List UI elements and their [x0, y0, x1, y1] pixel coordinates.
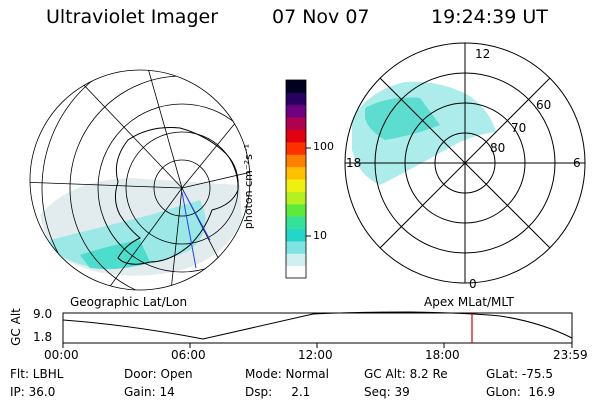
colorbar-tick-100: 100: [313, 140, 334, 153]
colorbar-segment: [286, 253, 306, 267]
altitude-curve: [62, 311, 573, 340]
colorbar-segment: [286, 228, 306, 242]
colorbar-segment: [286, 216, 306, 229]
altitude-ytick-low: 1.8: [33, 330, 53, 344]
altitude-xtick-0600: 06:00: [171, 348, 206, 362]
apex-caption: Apex MLat/MLT: [424, 295, 514, 309]
colorbar-unit-label: photon cm⁻²s⁻¹: [242, 143, 256, 230]
mlt-label-0: 0: [469, 277, 477, 291]
status-mode: Mode: Normal: [245, 367, 329, 381]
mlt-label-18: 18: [346, 156, 362, 170]
altitude-ylabel: GC Alt: [8, 308, 23, 346]
colorbar-segment: [286, 191, 306, 205]
mlt-label-12: 12: [475, 47, 491, 61]
status-gc-alt: GC Alt: 8.2 Re: [364, 367, 448, 381]
colorbar-segment: [286, 129, 306, 143]
colorbar-segment: [286, 203, 306, 217]
geographic-map: [30, 70, 250, 290]
colorbar-segment: [286, 240, 306, 254]
status-dsp: Dsp: 2.1: [245, 385, 311, 399]
status-glat: GLat: -75.5: [486, 367, 553, 381]
colorbar-segment: [286, 80, 306, 93]
colorbar-segment: [286, 141, 306, 155]
geographic-caption: Geographic Lat/Lon: [70, 295, 188, 309]
colorbar-segment: [286, 92, 306, 106]
lat-label-60: 60: [536, 98, 552, 112]
status-ip: IP: 36.0: [10, 385, 56, 399]
colorbar-segment: [286, 104, 306, 118]
status-door: Door: Open: [124, 367, 193, 381]
altitude-xtick-1200: 12:00: [298, 348, 333, 362]
status-seq: Seq: 39: [364, 385, 410, 399]
lat-label-70: 70: [511, 121, 527, 135]
status-filter: Flt: LBHL: [10, 367, 64, 381]
altitude-xtick-1800: 18:00: [425, 348, 460, 362]
date-label: 07 Nov 07: [272, 6, 370, 28]
emission-band: [50, 200, 206, 269]
status-glon: GLon: 16.9: [486, 385, 556, 399]
colorbar: [286, 80, 306, 279]
colorbar-segment: [286, 154, 306, 168]
altitude-ytick-high: 9.0: [33, 307, 53, 321]
time-label: 19:24:39 UT: [431, 6, 548, 28]
altitude-xtick-2359: 23:59: [553, 348, 588, 362]
colorbar-segment: [286, 265, 306, 279]
colorbar-segment: [286, 166, 306, 180]
colorbar-tick-10: 10: [313, 229, 327, 242]
lat-label-80: 80: [490, 141, 506, 155]
mlt-label-6: 6: [573, 156, 581, 170]
instrument-title: Ultraviolet Imager: [46, 6, 219, 28]
status-gain: Gain: 14: [124, 385, 175, 399]
colorbar-segment: [286, 117, 306, 130]
altitude-xtick-0000: 00:00: [44, 348, 79, 362]
continent-outline: [114, 127, 239, 265]
colorbar-segment: [286, 179, 306, 192]
